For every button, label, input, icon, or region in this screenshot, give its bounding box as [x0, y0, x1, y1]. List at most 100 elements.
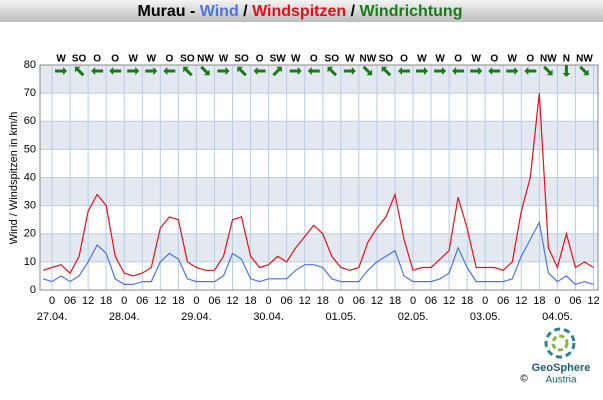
direction-arrow [470, 67, 483, 75]
x-tick-label: 0 [193, 295, 199, 307]
direction-arrow [362, 65, 373, 76]
x-tick-label: 12 [371, 295, 383, 307]
direction-arrow [562, 65, 571, 77]
direction-arrow [416, 67, 429, 75]
direction-label: W [508, 54, 518, 65]
direction-arrow [145, 67, 158, 75]
direction-arrow [343, 67, 356, 75]
arrow-shape [470, 67, 483, 75]
direction-label: W [129, 54, 139, 65]
arrow-shape [217, 67, 230, 75]
y-tick-label: 20 [24, 228, 36, 240]
direction-arrow [55, 67, 68, 75]
logo-icon [544, 327, 576, 359]
x-tick-label: 0 [49, 295, 55, 307]
y-axis-label: Wind / Windspitzen in km/h [8, 112, 20, 245]
direction-arrow [524, 67, 537, 75]
x-tick-label: 0 [121, 295, 127, 307]
arrow-shape [145, 67, 158, 75]
direction-arrow [543, 65, 553, 76]
arrow-shape [579, 65, 589, 76]
direction-label: NW [540, 54, 557, 65]
direction-arrow [109, 67, 122, 75]
x-tick-label: 06 [497, 295, 509, 307]
arrow-shape [109, 67, 122, 75]
direction-label: W [345, 54, 355, 65]
x-tick-label: 12 [226, 295, 238, 307]
direction-arrow [217, 67, 230, 75]
direction-label: N [563, 54, 570, 65]
direction-arrow [272, 66, 282, 77]
x-tick-label: 18 [533, 295, 545, 307]
title-part: Windspitzen [252, 3, 346, 20]
arrow-shape [397, 67, 410, 75]
title-part: / [243, 3, 248, 20]
direction-arrow [127, 67, 140, 75]
direction-label: W [219, 54, 229, 65]
arrow-shape [416, 67, 429, 75]
arrow-shape [307, 67, 320, 75]
arrow-shape [55, 67, 68, 75]
direction-label: O [310, 54, 318, 65]
direction-arrow [452, 67, 465, 75]
y-tick-label: 30 [24, 200, 36, 212]
x-tick-label: 18 [100, 295, 112, 307]
data-line [42, 220, 594, 286]
direction-label: W [435, 54, 445, 65]
arrow-shape [183, 66, 193, 77]
y-tick-label: 40 [24, 171, 36, 183]
day-label: 03.05. [470, 311, 501, 323]
copyright: © [520, 374, 528, 385]
direction-arrow [397, 67, 410, 75]
x-tick-label: 18 [172, 295, 184, 307]
day-label: 28.04. [109, 311, 140, 323]
arrow-shape [434, 67, 447, 75]
direction-label: O [93, 54, 101, 65]
direction-arrow [327, 66, 338, 77]
title-bar [0, 0, 603, 22]
direction-arrow [434, 67, 447, 75]
logo-sub: Austria [545, 375, 577, 386]
arrow-shape [74, 66, 85, 77]
arrow-shape [362, 65, 373, 76]
arrow-shape [343, 67, 356, 75]
arrow-shape [200, 65, 210, 76]
title-part: Windrichtung [360, 3, 463, 20]
logo-icon [551, 334, 569, 352]
direction-arrow [200, 65, 210, 76]
arrow-shape [488, 67, 501, 75]
direction-label: O [490, 54, 498, 65]
direction-label: W [56, 54, 66, 65]
x-tick-label: 06 [208, 295, 220, 307]
x-tick-label: 0 [410, 295, 416, 307]
x-tick-label: 18 [389, 295, 401, 307]
day-label: 04.05. [542, 311, 573, 323]
arrow-shape [127, 67, 140, 75]
direction-label: SO [379, 54, 394, 65]
day-label: 01.05. [326, 311, 357, 323]
y-tick-label: 60 [24, 115, 36, 127]
title-part: Murau - [138, 3, 196, 20]
logo: GeoSphere Austria © [520, 327, 591, 386]
logo-name: GeoSphere [532, 362, 591, 374]
direction-label: SO [72, 54, 87, 65]
direction-arrow [289, 67, 302, 75]
arrow-shape [506, 67, 519, 75]
x-tick-label: 12 [82, 295, 94, 307]
direction-label: O [165, 54, 173, 65]
day-label: 27.04. [37, 311, 68, 323]
arrow-shape [524, 67, 537, 75]
arrow-shape [253, 67, 266, 75]
direction-label: NW [576, 54, 593, 65]
band [40, 233, 598, 262]
chart-title: Murau - Wind / Windspitzen / Windrichtun… [138, 3, 463, 20]
direction-label: SO [325, 54, 340, 65]
arrow-shape [327, 66, 338, 77]
x-tick-label: 18 [244, 295, 256, 307]
y-tick-label: 0 [30, 284, 36, 296]
direction-arrow [381, 66, 392, 77]
x-tick-label: 06 [425, 295, 437, 307]
plot-frame [39, 64, 599, 291]
x-tick-label: 0 [338, 295, 344, 307]
